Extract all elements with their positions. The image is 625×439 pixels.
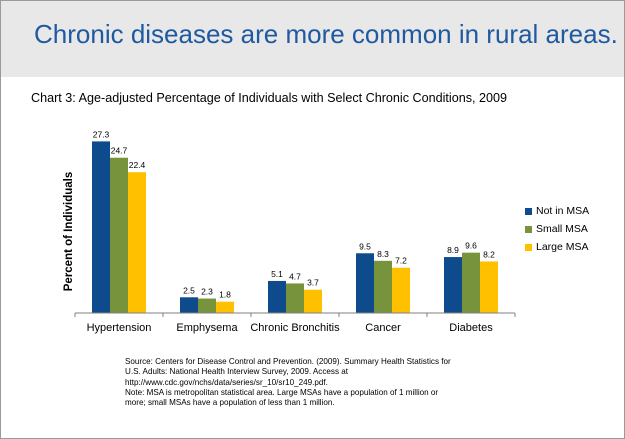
source-line: http://www.cdc.gov/nchs/data/series/sr_1… (125, 377, 328, 387)
legend-label: Small MSA (536, 223, 588, 235)
data-label: 2.3 (201, 287, 213, 297)
bar-chronic-bronchitis-not-in-msa (268, 280, 286, 313)
x-tick-label: Cancer (365, 322, 401, 334)
source-line: U.S. Adults: National Health Interview S… (125, 367, 348, 377)
data-label: 3.7 (307, 278, 319, 288)
bar-hypertension-large-msa (128, 172, 146, 313)
slide-title: Chronic diseases are more common in rura… (34, 19, 618, 49)
data-label: 5.1 (271, 269, 283, 279)
source-line: more; small MSAs have a population of le… (125, 398, 335, 408)
bar-diabetes-small-msa (462, 252, 480, 313)
data-label: 27.3 (93, 129, 110, 139)
data-label: 1.8 (219, 290, 231, 300)
legend-label: Large MSA (536, 241, 589, 253)
data-label: 7.2 (395, 256, 407, 266)
bar-emphysema-not-in-msa (180, 297, 198, 313)
bar-cancer-not-in-msa (356, 253, 374, 313)
title-banner: Chronic diseases are more common in rura… (1, 1, 624, 77)
data-label: 4.7 (289, 271, 301, 281)
source-line: Note: MSA is metropolitan statistical ar… (125, 387, 439, 397)
source-line: Source: Centers for Disease Control and … (125, 357, 451, 366)
data-label: 24.7 (111, 146, 128, 156)
legend-item-small-msa: Small MSA (525, 220, 589, 238)
legend-item-not-in-msa: Not in MSA (525, 202, 589, 220)
bar-diabetes-not-in-msa (444, 257, 462, 313)
legend: Not in MSA Small MSA Large MSA (525, 202, 589, 256)
source-note: Source: Centers for Disease Control and … (125, 357, 505, 408)
x-tick-label: Chronic Bronchitis (250, 322, 340, 334)
data-label: 22.4 (129, 160, 146, 170)
bar-chronic-bronchitis-large-msa (304, 289, 322, 313)
y-axis-label: Percent of Individuals (63, 172, 75, 292)
data-label: 2.5 (183, 285, 195, 295)
legend-swatch (525, 207, 532, 215)
data-label: 8.2 (483, 249, 495, 259)
x-tick-label: Hypertension (87, 322, 152, 334)
legend-swatch (525, 243, 532, 251)
chart-title: Chart 3: Age-adjusted Percentage of Indi… (31, 91, 508, 105)
bar-emphysema-large-msa (216, 301, 234, 313)
bar-emphysema-small-msa (198, 298, 216, 313)
legend-swatch (525, 225, 532, 233)
x-tick-label: Emphysema (176, 322, 238, 334)
data-label: 8.3 (377, 249, 389, 259)
data-label: 9.5 (359, 241, 371, 251)
bar-cancer-large-msa (392, 267, 410, 313)
legend-label: Not in MSA (536, 205, 590, 217)
bar-hypertension-small-msa (110, 157, 128, 313)
legend-item-large-msa: Large MSA (525, 238, 589, 256)
x-tick-label: Diabetes (449, 322, 493, 334)
bar-hypertension-not-in-msa (92, 141, 110, 313)
bar-diabetes-large-msa (480, 261, 498, 313)
bar-cancer-small-msa (374, 260, 392, 313)
data-label: 9.6 (465, 241, 477, 251)
bar-chronic-bronchitis-small-msa (286, 283, 304, 313)
data-label: 8.9 (447, 245, 459, 255)
